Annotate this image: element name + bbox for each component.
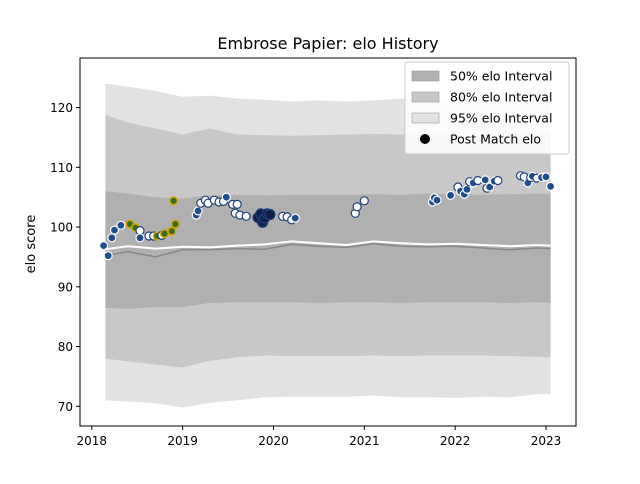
data-point: [359, 196, 369, 206]
data-point: [116, 220, 126, 230]
x-tick-label: 2022: [440, 434, 471, 448]
x-tick-label: 2020: [258, 434, 289, 448]
data-point: [462, 184, 472, 194]
data-point: [480, 175, 490, 185]
plot-area: [98, 83, 556, 408]
data-point: [167, 226, 177, 236]
y-tick-label: 90: [58, 280, 73, 294]
data-point: [169, 196, 179, 206]
legend-box: [404, 61, 570, 155]
y-tick-label: 80: [58, 340, 73, 354]
data-point: [241, 211, 251, 221]
x-tick-label: 2019: [167, 434, 198, 448]
legend-swatch: [411, 70, 440, 82]
legend-label: 80% elo Interval: [450, 90, 552, 105]
legend-marker: [420, 134, 430, 144]
data-point: [98, 241, 109, 251]
legend-label: 50% elo Interval: [450, 69, 552, 84]
data-point: [290, 213, 300, 223]
legend-swatch: [411, 91, 440, 103]
data-point: [170, 219, 180, 229]
x-tick-label: 2021: [349, 434, 380, 448]
data-point: [545, 181, 556, 191]
data-point: [352, 202, 362, 212]
y-tick-label: 110: [50, 161, 73, 175]
y-tick-label: 120: [50, 101, 73, 115]
legend-label: Post Match elo: [450, 132, 541, 147]
legend-label: 95% elo Interval: [450, 111, 552, 126]
data-point: [485, 182, 495, 192]
data-point: [432, 195, 442, 205]
data-point: [264, 208, 276, 221]
chart-title: Embrose Papier: elo History: [217, 34, 438, 53]
data-point: [232, 199, 242, 209]
data-point: [135, 233, 145, 243]
data-point: [493, 175, 503, 186]
x-tick-label: 2018: [77, 434, 108, 448]
y-tick-label: 70: [58, 400, 73, 414]
y-axis-label: elo score: [24, 215, 39, 274]
x-tick-label: 2023: [531, 434, 562, 448]
median-line: [105, 240, 551, 251]
data-point: [541, 172, 551, 182]
legend: 50% elo Interval 80% elo Interval 95% elo …: [404, 61, 570, 155]
data-point: [446, 190, 456, 200]
data-point: [159, 229, 170, 239]
y-tick-label: 100: [50, 221, 73, 235]
data-point: [103, 251, 113, 261]
data-point: [193, 206, 203, 216]
data-point: [221, 192, 231, 202]
axes-frame: [79, 57, 577, 427]
axes: 2018 2019 2020 2021 2022 2023 70 80 90 100 110 120: [50, 57, 577, 448]
band-50-interval: [105, 191, 551, 309]
data-point: [107, 233, 117, 243]
data-point: [109, 225, 120, 235]
mean-line: [105, 243, 551, 258]
legend-swatch: [411, 112, 440, 124]
